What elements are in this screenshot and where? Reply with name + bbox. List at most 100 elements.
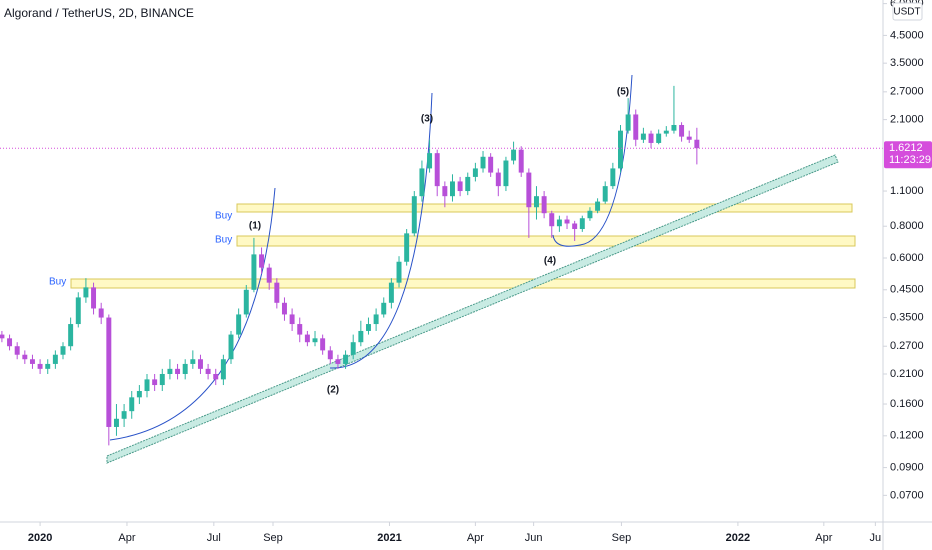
candle-body	[419, 168, 425, 197]
candle-body	[663, 130, 669, 134]
candle-body	[686, 136, 692, 140]
candle-body	[136, 391, 142, 398]
candle-body	[381, 302, 387, 315]
candle-body	[68, 324, 74, 347]
chart-title: Algorand / TetherUS, 2D, BINANCE	[4, 6, 194, 20]
axes: 6.00004.50003.50002.70002.10001.10000.80…	[28, 0, 924, 544]
y-tick-label: 3.5000	[890, 57, 924, 69]
candle-body	[0, 334, 5, 339]
y-tick-label: 0.0700	[890, 489, 924, 501]
buy-label: Buy	[49, 277, 66, 288]
trend-channel	[106, 154, 839, 464]
candle-body	[144, 379, 150, 392]
candle-body	[98, 308, 104, 318]
buy-zone	[70, 278, 856, 289]
candle-body	[75, 297, 81, 325]
candle-body	[442, 186, 448, 197]
x-tick-label: Jul	[207, 532, 221, 544]
candle-body	[358, 330, 364, 343]
candle-body	[236, 314, 242, 335]
candle-body	[52, 354, 58, 364]
candle-body	[167, 368, 173, 374]
wave-label: (2)	[327, 385, 339, 396]
y-tick-label: 1.1000	[890, 185, 924, 197]
candle-body	[396, 261, 402, 283]
candle-body	[91, 287, 97, 309]
candle-body	[83, 287, 89, 298]
candle-body	[556, 219, 562, 227]
candle-body	[694, 139, 700, 149]
candle-body	[427, 153, 433, 169]
candle-body	[343, 354, 349, 364]
candle-body	[121, 411, 127, 419]
candle-body	[388, 282, 394, 303]
candle-body	[259, 254, 265, 268]
candles	[0, 85, 883, 446]
y-tick-label: 0.2100	[890, 368, 924, 380]
candle-body	[472, 168, 478, 177]
x-tick-label: Sep	[263, 532, 283, 544]
candle-body	[457, 181, 463, 192]
price-tag-timer: 11:23:29	[889, 154, 931, 166]
candle-body	[625, 114, 631, 131]
candle-body	[511, 149, 517, 161]
candle-body	[45, 363, 51, 369]
candle-body	[404, 233, 410, 262]
price-tag-label: 1.6212	[889, 142, 923, 154]
candle-body	[60, 346, 66, 355]
candle-body	[213, 373, 219, 380]
candle-body	[220, 359, 226, 380]
wave-label: (1)	[249, 221, 261, 232]
candle-body	[633, 114, 639, 140]
candle-body	[304, 334, 310, 343]
candle-body	[182, 363, 188, 374]
candle-body	[640, 133, 646, 140]
wave-label: (5)	[617, 87, 629, 98]
candle-body	[152, 379, 158, 386]
price-tag-box	[884, 141, 932, 169]
candle-body	[129, 397, 135, 412]
candle-body	[29, 359, 35, 364]
candle-body	[197, 359, 203, 369]
y-tick-label: 0.8000	[890, 220, 924, 232]
y-tick-label: 0.1600	[890, 398, 924, 410]
candle-body	[656, 133, 662, 143]
candle-body	[251, 254, 257, 290]
currency: USDT	[893, 7, 920, 18]
candle-body	[205, 368, 211, 374]
y-tick-label: 0.0900	[890, 461, 924, 473]
candle-body	[549, 213, 555, 227]
candle-body	[488, 156, 494, 173]
candle-body	[610, 168, 616, 187]
y-tick-label: 0.3500	[890, 311, 924, 323]
buy-label: Buy	[215, 211, 232, 222]
candle-body	[572, 223, 578, 230]
candle-body	[671, 124, 677, 131]
candle-body	[243, 289, 249, 315]
buy-zone	[236, 235, 856, 247]
candle-body	[266, 267, 272, 283]
candle-body	[541, 196, 547, 214]
candle-body	[587, 210, 593, 219]
y-tick-label: 0.2700	[890, 340, 924, 352]
candle-body	[335, 359, 341, 364]
candle-body	[228, 334, 234, 360]
x-tick-label: 2022	[726, 532, 750, 544]
candle-body	[411, 196, 417, 234]
candle-body	[274, 282, 280, 303]
candle-body	[320, 338, 326, 351]
candle-body	[480, 156, 486, 169]
x-tick-label: Apr	[467, 532, 484, 544]
candle-body	[595, 201, 601, 211]
candle-body	[602, 186, 608, 202]
candle-body	[465, 176, 471, 192]
candle-body	[365, 324, 371, 331]
candle-body	[297, 324, 303, 335]
x-tick-label: 2020	[28, 532, 52, 544]
candle-body	[37, 363, 43, 369]
y-tick-label: 2.7000	[890, 86, 924, 98]
